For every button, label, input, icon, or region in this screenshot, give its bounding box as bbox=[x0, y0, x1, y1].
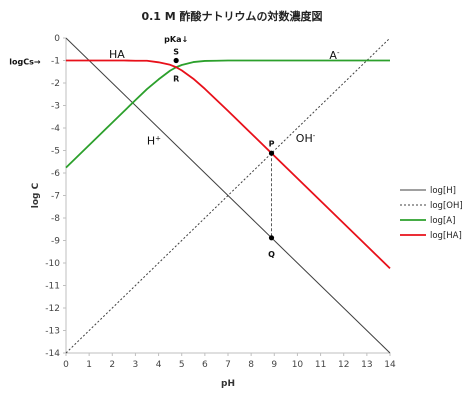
annotation: A- bbox=[329, 49, 340, 62]
y-tick-label: -12 bbox=[45, 304, 60, 314]
y-tick-label: -3 bbox=[51, 102, 60, 112]
annotation: HA bbox=[109, 48, 125, 61]
point-p bbox=[268, 150, 275, 156]
legend: log[H] log[OH] log[A] log[HA] bbox=[400, 186, 463, 241]
y-tick-label: -5 bbox=[51, 147, 60, 157]
x-tick-label: 13 bbox=[361, 360, 372, 370]
chart-title: 0.1 M 酢酸ナトリウムの対数濃度図 bbox=[141, 9, 322, 23]
x-tick-label: 3 bbox=[133, 360, 139, 370]
point-q bbox=[268, 235, 275, 241]
point-s bbox=[173, 57, 179, 64]
y-tick-label: -6 bbox=[51, 169, 60, 179]
x-tick-label: 8 bbox=[248, 360, 254, 370]
x-tick-label: 6 bbox=[202, 360, 208, 370]
x-tick-label: 1 bbox=[86, 360, 92, 370]
annotation: P bbox=[269, 140, 275, 149]
x-tick-label: 9 bbox=[271, 360, 277, 370]
annotation: pKa↓ bbox=[164, 35, 188, 44]
y-tick-label: -13 bbox=[45, 327, 60, 337]
y-tick-label: -2 bbox=[51, 79, 60, 89]
x-tick-label: 14 bbox=[384, 360, 396, 370]
annotation: H+ bbox=[147, 134, 161, 147]
legend-label: log[HA] bbox=[430, 231, 462, 241]
series-line-2 bbox=[65, 59, 390, 169]
x-tick-label: 12 bbox=[338, 360, 349, 370]
y-tick-label: 0 bbox=[54, 34, 60, 44]
y-tick-label: -8 bbox=[51, 214, 60, 224]
annotation: R bbox=[173, 74, 179, 83]
y-tick-label: -14 bbox=[45, 349, 60, 359]
x-tick-label: 0 bbox=[63, 360, 69, 370]
x-tick-label: 2 bbox=[109, 360, 115, 370]
legend-label: log[OH] bbox=[430, 201, 463, 211]
annotation: Q bbox=[268, 250, 275, 259]
annotation: OH- bbox=[296, 132, 316, 145]
y-tick-label: -9 bbox=[51, 237, 60, 247]
y-axis-label: log C bbox=[31, 182, 41, 208]
x-tick-label: 10 bbox=[292, 360, 304, 370]
y-tick-label: -11 bbox=[45, 282, 60, 292]
x-tick-label: 11 bbox=[315, 360, 326, 370]
series-line-3 bbox=[66, 59, 391, 270]
x-tick-label: 5 bbox=[179, 360, 185, 370]
plot-area: 0 1 2 3 4 5 6 7 8 9 10 11 12 13 140-1-2-3-4-5-6-7-8-9-… bbox=[9, 34, 396, 370]
y-tick-label: -10 bbox=[45, 259, 60, 269]
y-tick-label: -7 bbox=[51, 192, 60, 202]
x-axis-label: pH bbox=[221, 379, 235, 389]
legend-label: log[H] bbox=[430, 186, 456, 196]
series-line-1 bbox=[65, 37, 391, 354]
legend-label: log[A] bbox=[430, 216, 455, 226]
y-tick-label: -4 bbox=[51, 124, 60, 134]
x-tick-label: 7 bbox=[225, 360, 231, 370]
annotation: S bbox=[173, 47, 179, 56]
annotation: logCs→ bbox=[9, 58, 41, 67]
y-tick-label: -1 bbox=[51, 57, 60, 67]
x-tick-label: 4 bbox=[156, 360, 162, 370]
